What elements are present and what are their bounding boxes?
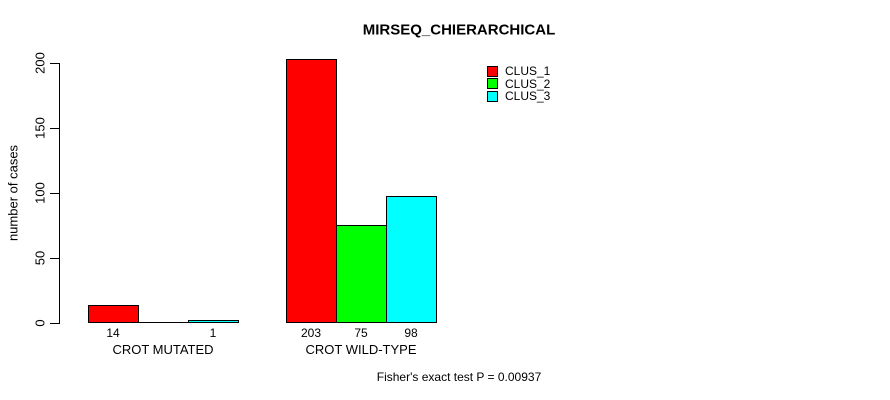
- y-axis-tick-label: 100: [32, 182, 48, 204]
- bar-value-label: 14: [106, 326, 120, 340]
- category-label: CROT WILD-TYPE: [305, 342, 417, 357]
- bar-clus_3-0: [188, 320, 239, 323]
- y-axis-tick-label: 0: [32, 319, 48, 327]
- bar-clus_1-1: [286, 59, 337, 323]
- bar-clus_2-0: [138, 322, 189, 323]
- y-axis-tick: [50, 323, 59, 324]
- chart-title: MIRSEQ_CHIERARCHICAL: [362, 21, 556, 39]
- y-axis-tick: [50, 128, 59, 129]
- annotation-text: Fisher's exact test P = 0.00937: [376, 370, 542, 384]
- bar-value-label: 203: [300, 326, 322, 340]
- legend-label: CLUS_1: [505, 64, 551, 78]
- bar-value-label: 98: [404, 326, 418, 340]
- category-label: CROT MUTATED: [112, 342, 214, 357]
- y-axis-tick-label: 150: [32, 117, 48, 139]
- legend-item: CLUS_3: [487, 90, 550, 103]
- legend-item: CLUS_1: [487, 65, 550, 78]
- legend-label: CLUS_2: [505, 76, 551, 91]
- bar-clus_1-0: [88, 305, 139, 323]
- bar-clus_3-1: [386, 196, 437, 323]
- y-axis-tick: [50, 258, 59, 259]
- legend-swatch-clus_2: [487, 78, 498, 90]
- bar-value-label: 1: [209, 326, 217, 340]
- legend-swatch-clus_1: [487, 65, 498, 77]
- legend: CLUS_1 CLUS_2 CLUS_3: [487, 65, 550, 103]
- legend-item: CLUS_2: [487, 76, 551, 91]
- y-axis-tick-label: 50: [32, 250, 48, 266]
- bar-value-label: 75: [354, 326, 368, 340]
- bar-clus_2-1: [336, 225, 387, 323]
- legend-label: CLUS_3: [505, 89, 551, 104]
- legend-swatch-clus_3: [487, 90, 498, 102]
- y-axis-tick: [50, 63, 59, 64]
- y-axis-line: [59, 63, 60, 324]
- y-axis-tick-label: 200: [32, 52, 48, 74]
- y-axis-tick: [50, 193, 59, 194]
